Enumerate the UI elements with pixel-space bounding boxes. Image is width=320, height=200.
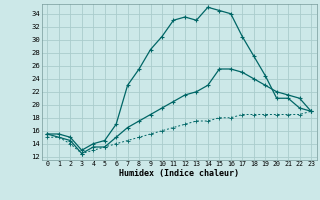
X-axis label: Humidex (Indice chaleur): Humidex (Indice chaleur) [119, 169, 239, 178]
